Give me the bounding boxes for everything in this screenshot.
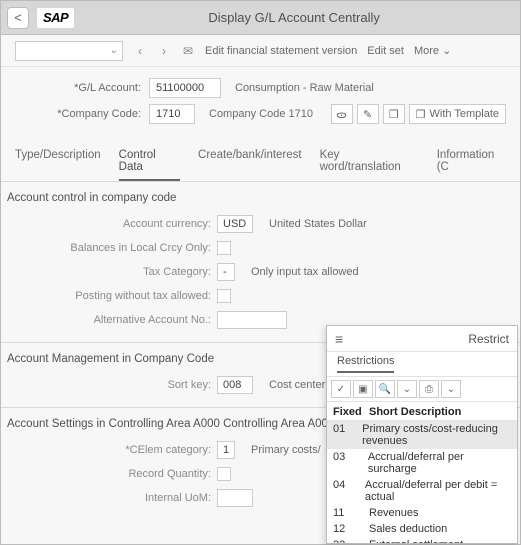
- tax-category-input[interactable]: [217, 263, 235, 281]
- page-title: Display G/L Account Centrally: [74, 10, 514, 25]
- popup-row-code: 12: [333, 523, 369, 535]
- edit-icon[interactable]: ✎: [357, 104, 379, 124]
- popup-title: Restrict: [468, 332, 509, 346]
- tab-create-bank-interest[interactable]: Create/bank/interest: [198, 149, 302, 181]
- popup-toolbar: ✓ ▣ 🔍 ⌄ ⎙ ⌄: [327, 376, 517, 402]
- account-currency-desc: United States Dollar: [269, 218, 367, 230]
- popup-row[interactable]: 01Primary costs/cost-reducing revenues: [327, 421, 517, 449]
- alt-account-no-input[interactable]: [217, 311, 287, 329]
- popup-col-short-desc: Short Description: [369, 406, 461, 418]
- sap-logo-text: SAP: [43, 10, 68, 25]
- tax-category-label: Tax Category:: [41, 266, 211, 278]
- celem-category-label: *CElem category:: [41, 444, 211, 456]
- tab-control-data[interactable]: Control Data: [119, 149, 180, 181]
- account-currency-input[interactable]: [217, 215, 253, 233]
- popup-row-desc: Revenues: [369, 507, 419, 519]
- section-account-control-title: Account control in company code: [1, 190, 520, 212]
- celem-category-input[interactable]: [217, 441, 235, 459]
- sort-key-label: Sort key:: [41, 379, 211, 391]
- popup-tab-restrictions[interactable]: Restrictions: [327, 352, 517, 376]
- company-code-label: *Company Code:: [41, 108, 141, 120]
- celem-category-desc: Primary costs/: [251, 444, 321, 456]
- popup-row-code: 03: [333, 451, 368, 475]
- popup-col-fixed: Fixed: [333, 406, 369, 418]
- local-crcy-only-label: Balances in Local Crcy Only:: [41, 242, 211, 254]
- sap-logo: SAP: [37, 8, 74, 28]
- local-crcy-only-checkbox[interactable]: [217, 241, 231, 255]
- gl-account-label: *G/L Account:: [41, 82, 141, 94]
- toolbar: ⌄ ‹ › ✉ Edit financial statement version…: [1, 35, 520, 67]
- display-icon[interactable]: ᯣ: [331, 104, 353, 124]
- record-quantity-label: Record Quantity:: [41, 468, 211, 480]
- gl-account-desc: Consumption - Raw Material: [235, 82, 374, 94]
- popup-row[interactable]: 03Accrual/deferral per surcharge: [327, 449, 517, 477]
- popup-row-code: 04: [333, 479, 365, 503]
- next-button[interactable]: ›: [157, 44, 171, 58]
- popup-row-code: 22: [333, 539, 369, 543]
- chevron-down-icon: ⌄: [442, 45, 451, 57]
- mail-icon[interactable]: ✉: [181, 44, 195, 58]
- popup-column-header: Fixed Short Description: [327, 402, 517, 421]
- popup-row[interactable]: 11Revenues: [327, 505, 517, 521]
- header-bar: < SAP Display G/L Account Centrally: [1, 1, 520, 35]
- popup-row-desc: Sales deduction: [369, 523, 447, 535]
- more-menu[interactable]: More ⌄: [414, 44, 451, 57]
- internal-uom-label: Internal UoM:: [41, 492, 211, 504]
- post-without-tax-checkbox[interactable]: [217, 289, 231, 303]
- edit-fsv-link[interactable]: Edit financial statement version: [205, 45, 357, 57]
- record-quantity-checkbox[interactable]: [217, 467, 231, 481]
- edit-set-link[interactable]: Edit set: [367, 45, 404, 57]
- company-code-desc: Company Code 1710: [209, 108, 313, 120]
- popup-stop-icon[interactable]: ▣: [353, 380, 373, 398]
- popup-more-icon[interactable]: ⌄: [441, 380, 461, 398]
- menu-icon[interactable]: ≡: [335, 331, 343, 347]
- popup-rows: 01Primary costs/cost-reducing revenues03…: [327, 421, 517, 543]
- with-template-label: With Template: [430, 108, 500, 120]
- popup-row-desc: External settlement: [369, 539, 463, 543]
- sort-key-input[interactable]: [217, 376, 253, 394]
- value-help-popup: ≡ Restrict Restrictions ✓ ▣ 🔍 ⌄ ⎙ ⌄ Fixe…: [326, 325, 518, 544]
- popup-print-icon[interactable]: ⎙: [419, 380, 439, 398]
- alt-account-no-label: Alternative Account No.:: [41, 314, 211, 326]
- popup-row-desc: Primary costs/cost-reducing revenues: [362, 423, 511, 447]
- tab-type-description[interactable]: Type/Description: [15, 149, 101, 181]
- popup-row-code: 01: [333, 423, 362, 447]
- doc-icon[interactable]: ❐: [383, 104, 405, 124]
- tab-strip: Type/Description Control Data Create/ban…: [1, 131, 520, 182]
- with-template-button[interactable]: ❐ With Template: [409, 104, 506, 124]
- post-without-tax-label: Posting without tax allowed:: [41, 290, 211, 302]
- popup-row-desc: Accrual/deferral per surcharge: [368, 451, 511, 475]
- internal-uom-input[interactable]: [217, 489, 253, 507]
- popup-filter-icon[interactable]: ⌄: [397, 380, 417, 398]
- section-account-control: Account control in company code Account …: [1, 182, 520, 343]
- chevron-down-icon: ⌄: [110, 45, 118, 56]
- sort-key-desc: Cost center: [269, 379, 325, 391]
- company-code-input[interactable]: [149, 104, 195, 124]
- back-button[interactable]: <: [7, 7, 29, 29]
- tax-category-desc: Only input tax allowed: [251, 266, 359, 278]
- popup-row[interactable]: 22External settlement: [327, 537, 517, 543]
- popup-search-icon[interactable]: 🔍: [375, 380, 395, 398]
- popup-row-desc: Accrual/deferral per debit = actual: [365, 479, 511, 503]
- copy-icon: ❐: [416, 108, 426, 121]
- tab-information[interactable]: Information (C: [437, 149, 506, 181]
- account-currency-label: Account currency:: [41, 218, 211, 230]
- prev-button[interactable]: ‹: [133, 44, 147, 58]
- tab-keyword-translation[interactable]: Key word/translation: [320, 149, 419, 181]
- view-combo[interactable]: ⌄: [15, 41, 123, 61]
- popup-check-icon[interactable]: ✓: [331, 380, 351, 398]
- gl-account-input[interactable]: [149, 78, 221, 98]
- popup-row[interactable]: 04Accrual/deferral per debit = actual: [327, 477, 517, 505]
- key-fields: *G/L Account: Consumption - Raw Material…: [1, 67, 520, 131]
- popup-row-code: 11: [333, 507, 369, 519]
- popup-row[interactable]: 12Sales deduction: [327, 521, 517, 537]
